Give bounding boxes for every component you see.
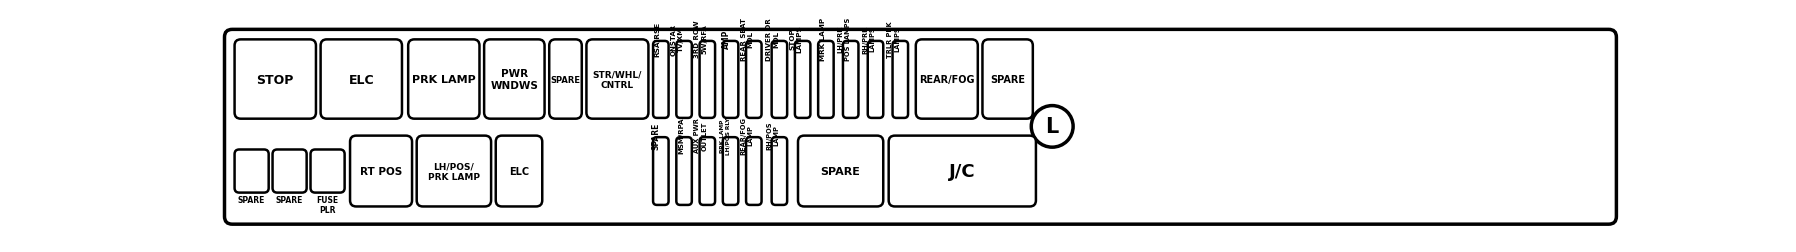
Text: SPARE: SPARE	[990, 75, 1026, 85]
FancyBboxPatch shape	[797, 136, 884, 207]
Text: AUX PWR
OUTLET: AUX PWR OUTLET	[695, 118, 708, 153]
Text: ELC: ELC	[508, 166, 530, 176]
FancyBboxPatch shape	[485, 40, 544, 119]
FancyBboxPatch shape	[722, 42, 738, 118]
Text: STOP: STOP	[257, 73, 295, 86]
FancyBboxPatch shape	[700, 42, 715, 118]
Text: SPARE: SPARE	[237, 195, 266, 204]
FancyBboxPatch shape	[772, 42, 787, 118]
Text: DRIVER DR
MDL: DRIVER DR MDL	[767, 18, 779, 61]
Text: REAR SEAT
MDL: REAR SEAT MDL	[740, 18, 754, 61]
Text: RSA/RSE: RSA/RSE	[656, 22, 661, 57]
FancyBboxPatch shape	[235, 150, 269, 193]
FancyBboxPatch shape	[350, 136, 411, 207]
Text: SPARE: SPARE	[277, 195, 304, 204]
Text: J/C: J/C	[948, 162, 975, 180]
FancyBboxPatch shape	[273, 150, 307, 193]
Text: PWR
WNDWS: PWR WNDWS	[490, 69, 539, 90]
FancyBboxPatch shape	[893, 42, 909, 118]
FancyBboxPatch shape	[417, 136, 490, 207]
FancyBboxPatch shape	[408, 40, 480, 119]
FancyBboxPatch shape	[889, 136, 1036, 207]
Text: RH/PRK
LAMPS: RH/PRK LAMPS	[862, 25, 875, 53]
FancyBboxPatch shape	[867, 42, 884, 118]
FancyBboxPatch shape	[796, 42, 810, 118]
Text: REAR/FOG: REAR/FOG	[920, 75, 975, 85]
FancyBboxPatch shape	[311, 150, 345, 193]
Text: REAR/FOG
LAMP: REAR/FOG LAMP	[740, 116, 754, 154]
FancyBboxPatch shape	[916, 40, 977, 119]
Text: RH/POS
LAMP: RH/POS LAMP	[767, 121, 779, 149]
FancyBboxPatch shape	[745, 138, 762, 205]
Text: PRK LAMP: PRK LAMP	[411, 75, 476, 85]
FancyBboxPatch shape	[700, 138, 715, 205]
Text: STOP
LAMPS: STOP LAMPS	[790, 26, 803, 53]
FancyBboxPatch shape	[722, 138, 738, 205]
Text: ONSTAR
TV/XM: ONSTAR TV/XM	[672, 23, 684, 55]
Text: SPARE: SPARE	[551, 75, 580, 84]
FancyBboxPatch shape	[587, 40, 648, 119]
Text: AMP: AMP	[722, 30, 731, 49]
Text: PRK LAMP
LH/POS RLY: PRK LAMP LH/POS RLY	[720, 117, 731, 154]
Text: RT POS: RT POS	[359, 166, 402, 176]
FancyBboxPatch shape	[842, 42, 858, 118]
FancyBboxPatch shape	[819, 42, 833, 118]
Text: LH/PRK
POS LAMPS: LH/PRK POS LAMPS	[837, 18, 851, 61]
FancyBboxPatch shape	[321, 40, 402, 119]
FancyBboxPatch shape	[982, 40, 1033, 119]
FancyBboxPatch shape	[745, 42, 762, 118]
FancyBboxPatch shape	[550, 40, 582, 119]
FancyBboxPatch shape	[496, 136, 542, 207]
Text: STR/WHL/
CNTRL: STR/WHL/ CNTRL	[593, 70, 643, 89]
FancyBboxPatch shape	[677, 138, 691, 205]
FancyBboxPatch shape	[224, 30, 1616, 224]
Text: MSM/RPA: MSM/RPA	[679, 117, 684, 153]
Text: SPARE: SPARE	[652, 122, 661, 149]
FancyBboxPatch shape	[654, 42, 668, 118]
Text: ELC: ELC	[348, 73, 374, 86]
FancyBboxPatch shape	[654, 138, 668, 205]
Text: MRK LAMP: MRK LAMP	[821, 18, 826, 61]
Text: SPARE: SPARE	[821, 166, 860, 176]
FancyBboxPatch shape	[677, 42, 691, 118]
FancyBboxPatch shape	[235, 40, 316, 119]
Text: L: L	[1045, 117, 1060, 137]
Text: FUSE
PLR: FUSE PLR	[316, 195, 339, 214]
Text: LH/POS/
PRK LAMP: LH/POS/ PRK LAMP	[427, 162, 480, 181]
Text: TRLR PRK
LAMPS: TRLR PRK LAMPS	[887, 21, 900, 58]
FancyBboxPatch shape	[772, 138, 787, 205]
Text: 3RD ROW
5W/RFA: 3RD ROW 5W/RFA	[695, 21, 708, 58]
